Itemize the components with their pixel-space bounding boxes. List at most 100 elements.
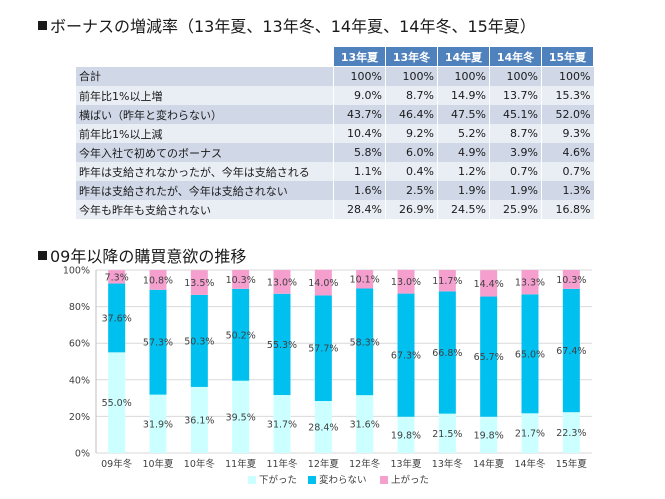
data-label: 57.7% [308, 344, 338, 355]
table-row: 前年比1%以上増 9.0% 8.7% 14.9% 13.7% 15.3% [75, 86, 594, 105]
column-header: 13年冬 [385, 46, 438, 67]
table-cell: 1.9% [489, 181, 542, 200]
table-row: 今年入社で初めてのボーナス 5.8% 6.0% 4.9% 3.9% 4.6% [75, 143, 594, 162]
bar-segment [232, 270, 250, 289]
table-cell: 100% [385, 66, 438, 86]
legend-label: 上がった [391, 474, 429, 486]
bar-segment [562, 270, 580, 289]
bar-segment [149, 394, 167, 453]
table-cell: 6.0% [385, 143, 438, 162]
data-label: 65.7% [474, 352, 504, 363]
table-cell: 8.7% [385, 86, 438, 105]
data-label: 50.2% [226, 330, 256, 341]
data-label: 22.3% [556, 428, 586, 439]
table-cell: 5.8% [333, 143, 386, 162]
table-row: 横ばい（昨年と変わらない） 43.7% 46.4% 47.5% 45.1% 52.0% [75, 105, 594, 124]
x-tick-label: 11年冬 [266, 458, 298, 470]
table-cell: 16.8% [541, 200, 594, 219]
row-label: 前年比1%以上増 [75, 86, 334, 105]
square-bullet-icon [38, 21, 47, 30]
bar-segment [108, 283, 126, 353]
row-label: 合計 [75, 66, 334, 86]
data-label: 11.7% [432, 276, 462, 287]
table-cell: 0.7% [489, 162, 542, 181]
bar-segment [521, 270, 539, 295]
table-cell: 1.3% [541, 181, 594, 200]
data-label: 10.8% [143, 275, 173, 286]
data-label: 55.3% [267, 340, 297, 351]
table-cell: 1.9% [437, 181, 490, 200]
y-tick-label: 60% [69, 339, 90, 350]
data-label: 13.3% [515, 278, 545, 289]
bar-segment [314, 269, 332, 296]
table-row: 昨年は支給されなかったが、今年は支給される 1.1% 0.4% 1.2% 0.7% 0.7… [75, 162, 594, 181]
x-tick-label: 14年冬 [514, 458, 546, 470]
column-header: 14年夏 [437, 46, 490, 67]
bar-segment [356, 270, 374, 289]
column-header: 14年冬 [489, 46, 542, 67]
table-cell: 45.1% [489, 105, 542, 124]
chart-heading: 09年以降の購買意欲の推移 [38, 243, 246, 267]
bar-segment [356, 288, 374, 396]
table-cell: 100% [333, 66, 386, 86]
data-label: 31.7% [267, 419, 297, 430]
data-label: 55.0% [102, 398, 132, 409]
table-header-corner [76, 47, 334, 67]
x-tick-label: 10年冬 [184, 458, 216, 470]
y-tick-label: 20% [69, 412, 90, 423]
column-header: 15年夏 [541, 46, 594, 67]
table-row: 昨年は支給されたが、今年は支給されない 1.6% 2.5% 1.9% 1.9% 1.3% [75, 181, 594, 200]
table-cell: 43.7% [333, 105, 386, 124]
data-label: 14.0% [308, 278, 338, 289]
table-cell: 10.4% [333, 124, 386, 143]
data-label: 58.3% [350, 337, 380, 348]
table-cell: 26.9% [385, 200, 438, 219]
bar-segment [108, 270, 126, 284]
bar-segment [273, 394, 291, 453]
table-cell: 4.6% [541, 143, 594, 162]
x-tick-label: 12年夏 [308, 458, 340, 470]
y-tick-label: 100% [63, 266, 90, 277]
bar-segment [314, 295, 332, 402]
legend-swatch [248, 476, 256, 484]
table-row: 合計 100% 100% 100% 100% 100% [75, 66, 594, 86]
table-cell: 3.9% [489, 143, 542, 162]
bonus-table-title: ボーナスの増減率（13年夏、13年冬、14年夏、14年冬、15年夏） [50, 17, 536, 36]
bar-segment [232, 380, 250, 453]
bar-segment [397, 293, 415, 417]
bar-segment [273, 270, 291, 294]
data-label: 10.3% [556, 275, 586, 286]
data-label: 13.5% [184, 278, 214, 289]
y-tick-label: 80% [69, 302, 90, 313]
bonus-table: 13年夏 13年冬 14年夏 14年冬 15年夏 合計 100% 100% 100% 1… [75, 46, 594, 219]
bar-segment [562, 412, 580, 453]
data-label: 37.6% [102, 313, 132, 324]
bar-segment [314, 401, 332, 453]
data-label: 36.1% [184, 415, 214, 426]
data-label: 67.3% [391, 351, 421, 362]
data-label: 57.3% [143, 338, 173, 349]
data-label: 21.7% [515, 429, 545, 440]
row-label: 昨年は支給されなかったが、今年は支給される [75, 162, 334, 181]
bar-segment [480, 416, 498, 453]
x-tick-label: 10年夏 [142, 458, 174, 470]
bar-segment [356, 395, 374, 453]
bar-segment [521, 413, 539, 453]
data-label: 65.0% [515, 349, 545, 360]
data-label: 31.9% [143, 419, 173, 430]
bar-segment [397, 416, 415, 453]
legend-swatch [308, 476, 316, 484]
data-label: 14.4% [474, 279, 504, 290]
table-row: 前年比1%以上減 10.4% 9.2% 5.2% 8.7% 9.3% [75, 124, 594, 143]
data-label: 66.8% [432, 348, 462, 359]
bar-segment [480, 296, 498, 417]
row-label: 横ばい（昨年と変わらない） [75, 105, 334, 124]
table-cell: 15.3% [541, 86, 594, 105]
table-cell: 25.9% [489, 200, 542, 219]
data-label: 13.0% [391, 277, 421, 288]
data-label: 13.0% [267, 277, 297, 288]
bar-segment [438, 270, 456, 292]
bar-segment [149, 289, 167, 395]
table-cell: 2.5% [385, 181, 438, 200]
data-label: 7.3% [105, 272, 129, 283]
